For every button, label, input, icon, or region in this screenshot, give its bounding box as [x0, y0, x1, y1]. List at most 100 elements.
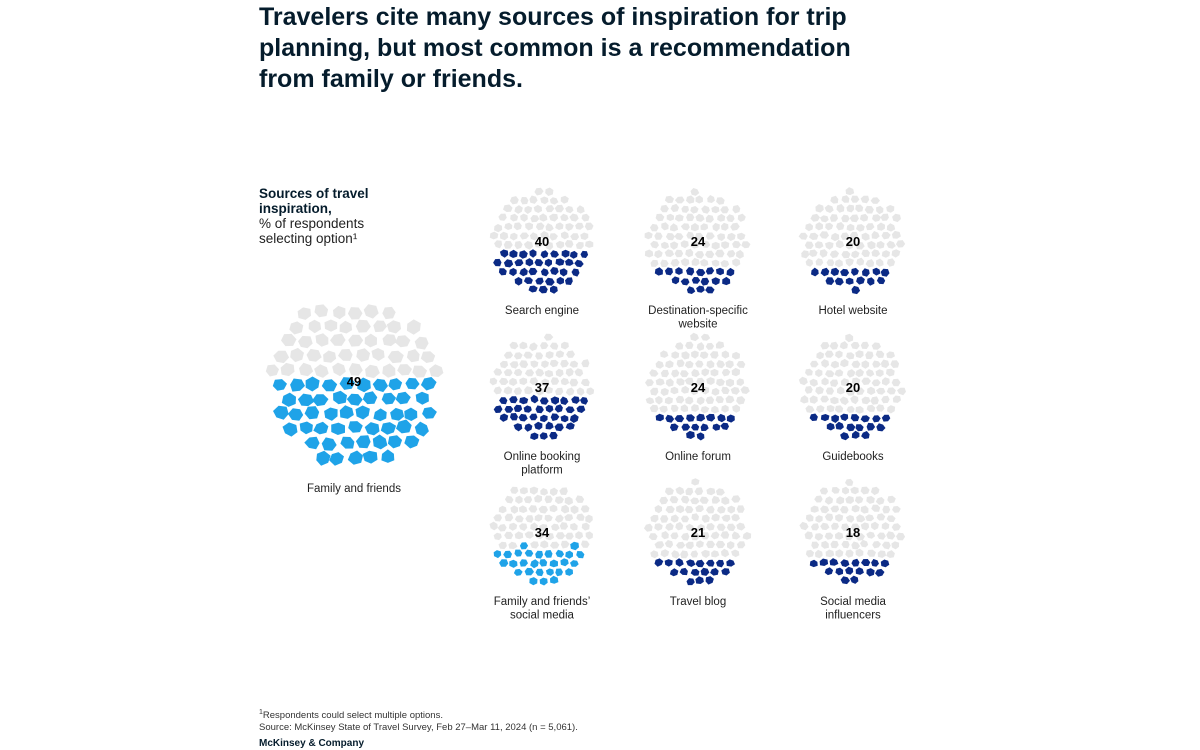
filled-cell — [523, 277, 533, 284]
empty-cell — [524, 531, 534, 539]
empty-cell — [886, 240, 896, 249]
empty-cell — [725, 395, 735, 404]
filled-cell — [851, 430, 860, 439]
empty-cell — [565, 532, 574, 540]
empty-cell — [561, 341, 569, 350]
empty-cell — [665, 233, 675, 241]
filled-cell — [528, 285, 538, 293]
empty-cell — [363, 304, 379, 319]
empty-cell — [711, 387, 720, 396]
filled-cell — [866, 422, 876, 431]
empty-cell — [864, 205, 874, 214]
empty-cell — [839, 396, 849, 406]
filled-cell — [851, 558, 860, 567]
filled-cell — [570, 541, 579, 551]
filled-cell — [414, 421, 429, 437]
empty-cell — [860, 539, 869, 548]
filled-cell — [524, 423, 533, 432]
empty-cell — [875, 350, 885, 358]
empty-cell — [643, 523, 653, 532]
empty-cell — [826, 405, 835, 413]
filled-cell — [540, 414, 548, 423]
empty-cell — [560, 213, 569, 222]
filled-cell — [851, 285, 861, 295]
empty-cell — [731, 531, 741, 540]
filled-cell — [570, 560, 579, 567]
empty-cell — [700, 333, 711, 341]
filled-cell — [316, 450, 331, 466]
empty-cell — [338, 349, 353, 361]
empty-cell — [509, 377, 518, 386]
empty-cell — [499, 231, 509, 241]
empty-cell — [382, 334, 397, 347]
empty-cell — [685, 487, 694, 496]
empty-cell — [581, 213, 590, 222]
empty-cell — [523, 241, 533, 250]
empty-cell — [690, 223, 699, 232]
filled-cell — [513, 404, 523, 412]
empty-cell — [860, 522, 870, 531]
empty-cell — [544, 514, 553, 522]
empty-cell — [541, 360, 549, 369]
empty-cell — [569, 213, 579, 222]
empty-cell — [684, 360, 694, 369]
empty-cell — [540, 342, 549, 350]
empty-cell — [716, 523, 726, 531]
empty-cell — [648, 533, 658, 541]
empty-cell — [560, 540, 570, 549]
empty-cell — [691, 513, 699, 521]
empty-cell — [524, 369, 535, 377]
empty-cell — [524, 205, 533, 214]
empty-cell — [825, 549, 835, 558]
empty-cell — [650, 550, 659, 559]
filled-cell — [560, 396, 569, 405]
empty-cell — [814, 533, 824, 541]
subtitle-unit: % of respondents selecting option¹ — [259, 216, 365, 246]
category-label-destination-specific-website: Destination-specific — [648, 305, 748, 317]
empty-cell — [519, 487, 528, 495]
empty-cell — [721, 496, 730, 505]
filled-cell — [819, 558, 829, 566]
empty-cell — [840, 378, 850, 387]
empty-cell — [800, 395, 809, 404]
filled-cell — [535, 405, 544, 414]
empty-cell — [514, 241, 523, 250]
empty-cell — [382, 306, 396, 320]
empty-cell — [867, 241, 876, 250]
empty-cell — [550, 377, 560, 385]
empty-cell — [720, 222, 729, 231]
empty-cell — [815, 369, 823, 378]
empty-cell — [732, 404, 741, 413]
filled-cell — [686, 286, 696, 294]
filled-cell — [705, 267, 715, 275]
category-label-travel-blog: Travel blog — [670, 596, 726, 608]
filled-cell — [503, 259, 514, 268]
empty-cell — [544, 241, 554, 251]
empty-cell — [659, 496, 669, 505]
filled-cell — [867, 277, 875, 286]
empty-cell — [814, 549, 823, 559]
empty-cell — [519, 341, 528, 350]
empty-cell — [697, 524, 705, 532]
empty-cell — [555, 240, 565, 249]
empty-cell — [690, 532, 700, 541]
filled-cell — [565, 550, 573, 559]
empty-cell — [715, 396, 724, 404]
empty-cell — [865, 259, 875, 268]
empty-cell — [525, 222, 534, 231]
empty-cell — [660, 515, 669, 523]
filled-cell — [321, 379, 338, 392]
empty-cell — [339, 320, 353, 334]
category-label-online-forum: Online forum — [665, 451, 731, 463]
empty-cell — [845, 515, 855, 523]
empty-cell — [798, 232, 808, 240]
empty-cell — [539, 524, 548, 532]
filled-cell — [493, 258, 502, 267]
empty-cell — [545, 205, 555, 213]
filled-cell — [695, 576, 704, 584]
empty-cell — [561, 504, 570, 514]
filled-cell — [850, 575, 859, 584]
empty-cell — [820, 505, 830, 514]
filled-cell — [571, 396, 580, 404]
empty-cell — [711, 259, 720, 267]
